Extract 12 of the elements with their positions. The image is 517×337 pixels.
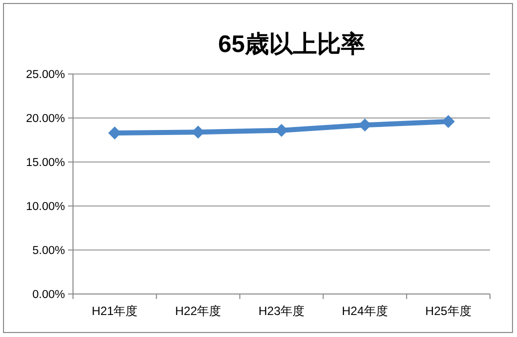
x-tick-label: H25年度 — [425, 304, 472, 318]
x-tick-label: H21年度 — [92, 304, 138, 318]
chart-title: 65歳以上比率 — [218, 31, 365, 58]
y-tick-label: 10.00% — [26, 201, 65, 213]
x-tick-label: H23年度 — [258, 304, 305, 318]
y-tick-label: 25.00% — [26, 69, 65, 81]
y-tick-label: 5.00% — [32, 245, 65, 257]
y-tick-label: 0.00% — [32, 289, 65, 301]
y-tick-label: 20.00% — [26, 113, 65, 125]
y-tick-label: 15.00% — [26, 157, 65, 169]
x-tick-label: H24年度 — [342, 304, 388, 318]
x-tick-label: H22年度 — [175, 304, 222, 318]
